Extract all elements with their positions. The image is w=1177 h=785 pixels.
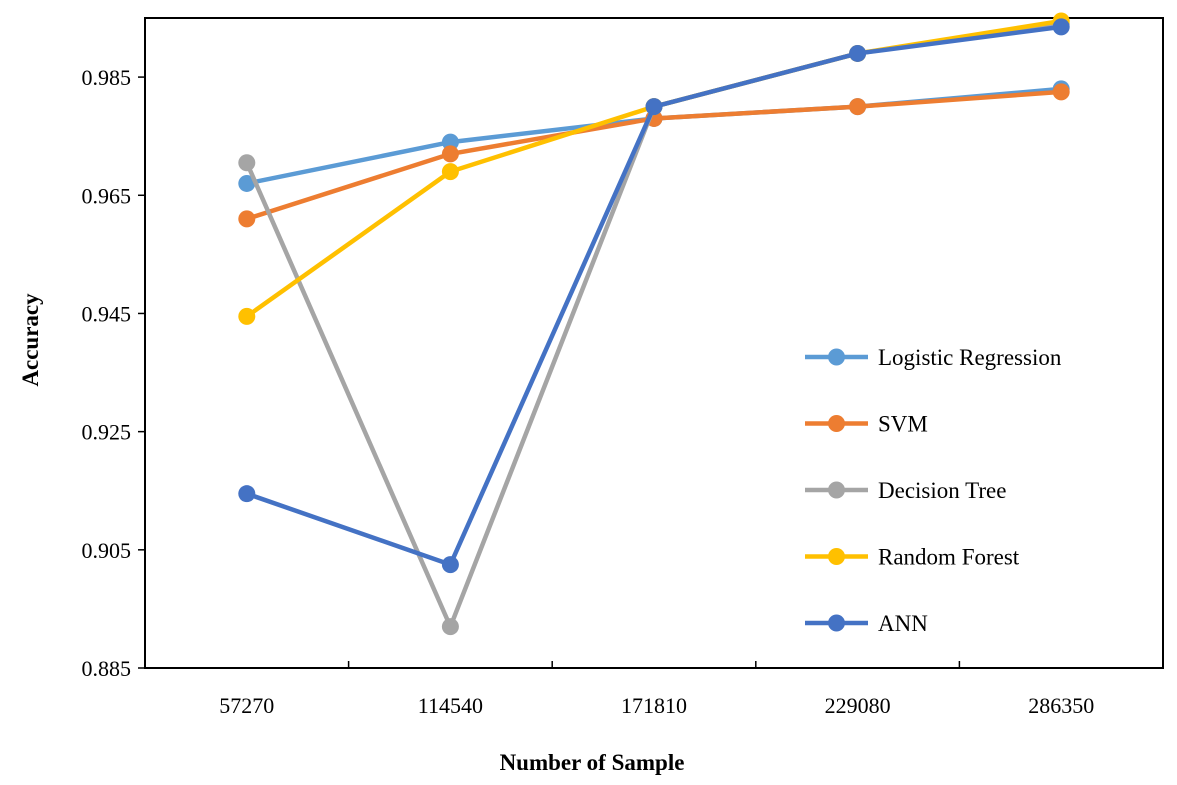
- legend-item: SVM: [805, 412, 928, 437]
- chart-axes: [138, 17, 1164, 669]
- data-point: [1052, 83, 1070, 101]
- y-axis-title: Accuracy: [18, 293, 43, 387]
- data-point: [238, 307, 256, 325]
- data-point: [238, 154, 256, 172]
- legend-item: Decision Tree: [805, 478, 1006, 503]
- legend-label: Decision Tree: [878, 478, 1006, 503]
- legend-label: SVM: [878, 412, 928, 437]
- y-tick-label: 0.885: [82, 656, 132, 681]
- data-point: [441, 618, 459, 636]
- x-tick-label: 229080: [825, 693, 891, 718]
- chart-legend: Logistic Regression SVM Decision Tree Rando…: [805, 345, 1062, 636]
- y-tick-label: 0.985: [82, 65, 132, 90]
- y-tick-label: 0.925: [82, 420, 132, 445]
- x-tick-label: 286350: [1028, 693, 1094, 718]
- data-point: [441, 163, 459, 181]
- legend-item: Random Forest: [805, 545, 1020, 570]
- x-tick-labels: 57270 114540 171810 229080 286350: [219, 693, 1094, 718]
- data-point: [441, 556, 459, 574]
- data-point: [238, 485, 256, 503]
- y-tick-labels: 0.885 0.905 0.925 0.945 0.965 0.985: [82, 65, 132, 681]
- x-tick-label: 114540: [418, 693, 483, 718]
- data-point: [645, 98, 663, 116]
- legend-item: Logistic Regression: [805, 345, 1062, 370]
- data-point: [238, 210, 256, 228]
- legend-swatch-marker: [828, 415, 845, 432]
- series-logistic-regression: [238, 80, 1070, 192]
- plot-area-border: [144, 17, 1164, 669]
- series-line: [245, 18, 1062, 319]
- legend-swatch-marker: [828, 481, 845, 499]
- data-point: [1052, 18, 1070, 36]
- legend-swatch-marker: [828, 348, 845, 366]
- x-tick-label: 171810: [621, 693, 687, 718]
- x-axis-title: Number of Sample: [500, 750, 685, 775]
- legend-label: ANN: [878, 611, 928, 636]
- data-point: [849, 98, 867, 116]
- legend-item: ANN: [805, 611, 928, 636]
- data-point: [441, 133, 459, 151]
- legend-label: Random Forest: [878, 545, 1020, 570]
- data-point: [238, 174, 256, 192]
- series-random-forest: [238, 12, 1070, 325]
- chart-series: [238, 12, 1070, 636]
- series-ann: [238, 18, 1070, 574]
- legend-swatch-marker: [828, 614, 845, 632]
- y-tick-label: 0.965: [82, 183, 132, 208]
- x-tick-label: 57270: [219, 693, 274, 718]
- data-point: [849, 44, 867, 62]
- legend-label: Logistic Regression: [878, 345, 1062, 370]
- y-tick-label: 0.905: [82, 538, 132, 563]
- legend-swatch-marker: [828, 548, 845, 565]
- data-point: [441, 145, 459, 163]
- y-tick-label: 0.945: [82, 301, 132, 326]
